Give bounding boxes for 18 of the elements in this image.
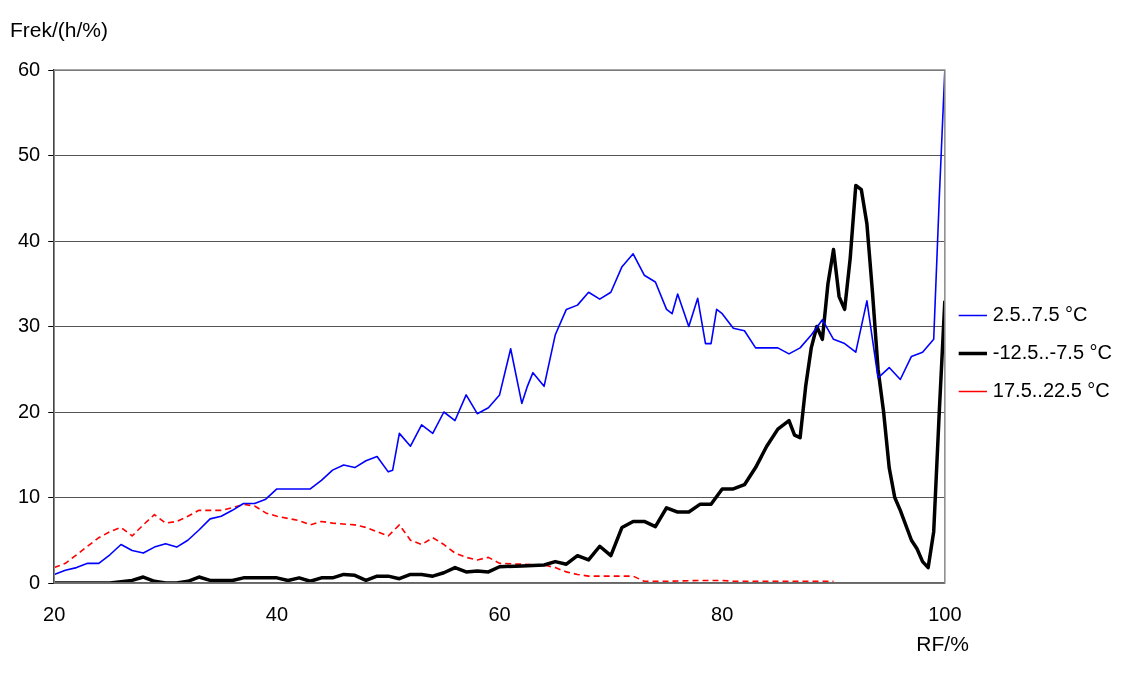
y-tick-label: 30 [18,314,41,337]
y-tick-label: 10 [18,485,41,508]
x-tick-label: 40 [265,602,289,625]
x-axis-title: RF/% [916,632,969,656]
y-tick-label: 40 [18,228,41,251]
y-tick-label: 60 [18,57,41,80]
x-tick-label: 60 [488,602,511,625]
legend-label: 17.5..22.5 °C [992,379,1110,402]
y-tick-label: 0 [29,570,41,593]
x-tick-label: 80 [711,602,734,625]
legend-label: -12.5..-7.5 °C [992,341,1113,364]
legend-label: 2.5..7.5 °C [992,303,1088,326]
y-tick-label: 20 [18,399,41,422]
line-series [54,503,835,583]
x-tick-label: 20 [43,602,66,625]
y-axis-title: Frek/(h/%) [10,18,109,42]
x-tick-label: 100 [928,602,962,625]
y-tick-label: 50 [18,143,41,166]
